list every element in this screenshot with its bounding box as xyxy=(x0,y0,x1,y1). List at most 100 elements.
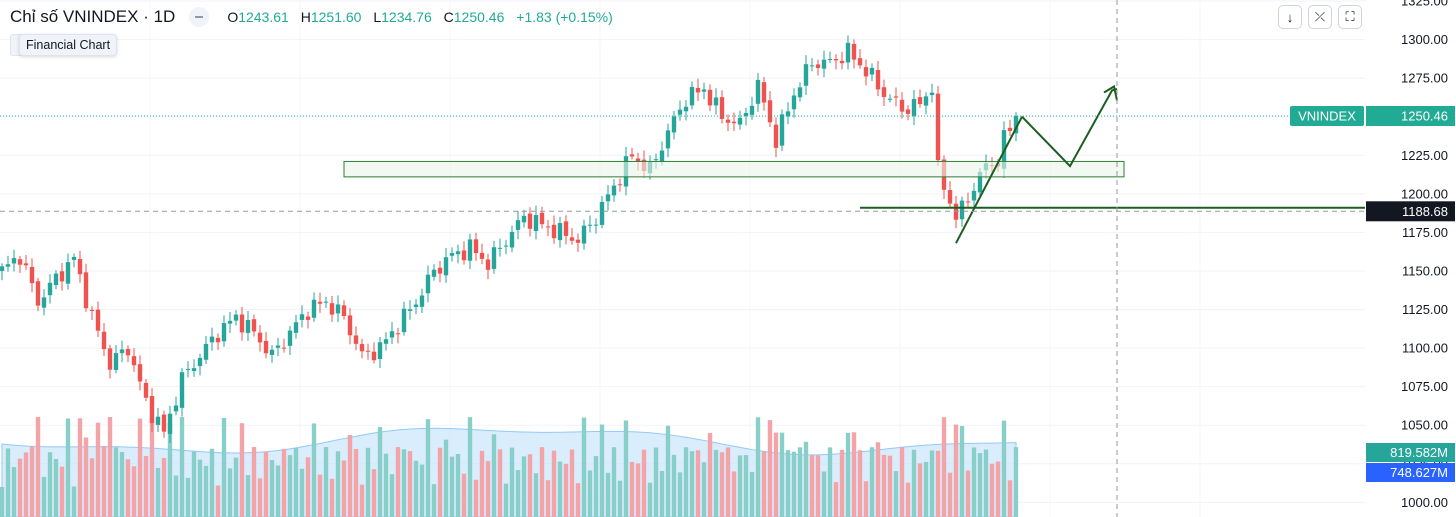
volume-bar xyxy=(942,417,946,517)
candle-body xyxy=(732,122,736,123)
candle-body xyxy=(510,232,514,247)
volume-bar xyxy=(390,474,394,517)
volume-bar xyxy=(744,455,748,517)
candle-body xyxy=(342,305,346,316)
volume-bar xyxy=(756,417,760,517)
candle-body xyxy=(318,302,322,304)
volume-bar xyxy=(912,450,916,517)
volume-bar xyxy=(1008,480,1012,517)
candle-body xyxy=(456,251,460,254)
volume-bar xyxy=(696,450,700,517)
candle-body xyxy=(144,383,148,398)
candle-body xyxy=(294,322,298,333)
volume-bar xyxy=(378,427,382,517)
candle-body xyxy=(156,417,160,425)
y-tick-label: 1100.00 xyxy=(1402,341,1448,356)
volume-bar xyxy=(24,452,28,517)
chart-header: Chỉ số VNINDEX · 1D O1243.61 H1251.60 L1… xyxy=(10,4,613,30)
candle-body xyxy=(78,259,82,274)
volume-bar xyxy=(108,417,112,517)
minus-icon[interactable] xyxy=(189,7,209,27)
volume-bar xyxy=(270,460,274,517)
volume-bar xyxy=(384,454,388,517)
candle-body xyxy=(966,201,970,202)
candle-body xyxy=(762,82,766,102)
volume-bar xyxy=(396,447,400,517)
candle-body xyxy=(870,68,874,75)
candle-body xyxy=(138,364,142,381)
volume-bar xyxy=(630,462,634,517)
candle-body xyxy=(198,358,202,366)
candle-body xyxy=(708,90,712,106)
volume-bar xyxy=(42,477,46,517)
candle-body xyxy=(516,220,520,230)
candle-body xyxy=(264,341,268,353)
candle-body xyxy=(804,64,808,86)
volume-bar xyxy=(540,447,544,517)
last-price-value: 1250.46 xyxy=(1401,108,1448,123)
volume-bar xyxy=(222,418,226,517)
candle-body xyxy=(192,368,196,371)
candle-body xyxy=(252,319,256,331)
volume-bar xyxy=(588,470,592,517)
candle-body xyxy=(216,338,220,342)
change-value: +1.83 (+0.15%) xyxy=(516,9,613,25)
candle-body xyxy=(960,201,964,220)
candle-body xyxy=(570,237,574,240)
fullscreen-button[interactable]: ⛶ xyxy=(1338,5,1362,29)
volume-bar xyxy=(144,456,148,517)
volume-bar xyxy=(834,482,838,517)
collapse-button[interactable]: ⤫ xyxy=(1308,5,1332,29)
candle-body xyxy=(408,309,412,311)
volume-bar xyxy=(120,452,124,517)
volume-bar xyxy=(216,486,220,517)
candle-body xyxy=(714,97,718,105)
volume-bar xyxy=(294,448,298,517)
candle-body xyxy=(288,331,292,346)
candle-body xyxy=(822,60,826,69)
candle-body xyxy=(618,184,622,185)
candle-body xyxy=(474,239,478,253)
volume-bar xyxy=(102,446,106,517)
candle-body xyxy=(114,353,118,370)
volume-bar xyxy=(300,469,304,517)
volume-bar xyxy=(840,450,844,517)
volume-bar xyxy=(1002,421,1006,517)
candle-body xyxy=(576,240,580,243)
arrow-down-icon: ↓ xyxy=(1287,10,1294,25)
volume-bar xyxy=(618,481,622,517)
candle-body xyxy=(672,117,676,133)
volume-bar xyxy=(516,470,520,517)
candle-body xyxy=(798,87,802,97)
volume-bar xyxy=(558,461,562,517)
candle-body xyxy=(846,43,850,63)
candle-body xyxy=(348,315,352,335)
volume-bar xyxy=(360,485,364,517)
volume-bar xyxy=(336,451,340,517)
volume-bar xyxy=(432,484,436,517)
candle-body xyxy=(234,315,238,321)
volume-bar xyxy=(852,432,856,517)
candle-body xyxy=(162,415,166,432)
high-label: H xyxy=(301,9,311,25)
candle-body xyxy=(660,151,664,162)
volume-bar xyxy=(924,462,928,517)
candle-body xyxy=(336,304,340,313)
volume-bar xyxy=(642,450,646,517)
candle-body xyxy=(858,58,862,65)
volume-bar xyxy=(486,461,490,517)
high-value: 1251.60 xyxy=(311,9,362,25)
candle-body xyxy=(306,317,310,320)
volume-bar xyxy=(582,418,586,517)
candle-body xyxy=(930,93,934,95)
candle-body xyxy=(438,268,442,274)
scroll-down-button[interactable]: ↓ xyxy=(1278,5,1302,29)
volume-bar xyxy=(738,455,742,517)
volume-bar xyxy=(666,426,670,517)
volume-bar xyxy=(810,455,814,517)
volume-bar xyxy=(918,463,922,517)
low-value: 1234.76 xyxy=(381,9,432,25)
volume-bar xyxy=(96,423,100,517)
